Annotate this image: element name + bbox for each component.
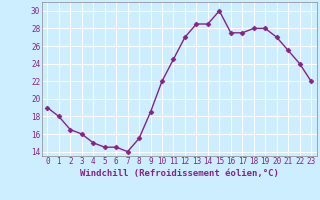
X-axis label: Windchill (Refroidissement éolien,°C): Windchill (Refroidissement éolien,°C) bbox=[80, 169, 279, 178]
